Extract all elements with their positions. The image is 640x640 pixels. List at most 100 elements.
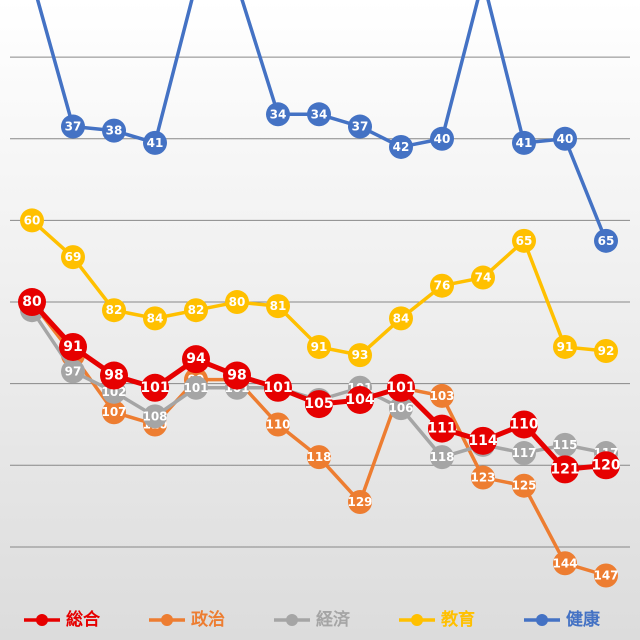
data-label: 40 (434, 132, 451, 146)
data-label: 97 (65, 364, 82, 378)
data-label: 111 (427, 421, 456, 437)
point (592, 451, 620, 480)
data-label: 41 (516, 136, 533, 150)
point (141, 373, 169, 402)
legend-dot (536, 614, 548, 626)
data-label: 81 (270, 299, 287, 313)
data-label: 104 (345, 392, 374, 408)
legend-dot (411, 614, 423, 626)
legend-label: 政治 (191, 609, 225, 630)
point (143, 130, 167, 155)
point (266, 412, 290, 437)
point (551, 455, 579, 484)
data-label: 98 (104, 368, 123, 384)
point (512, 228, 536, 253)
data-label: 65 (598, 234, 615, 248)
data-label: 147 (593, 569, 618, 583)
point (223, 361, 251, 390)
data-label: 107 (101, 405, 126, 419)
data-label: 41 (147, 136, 164, 150)
point (594, 228, 618, 253)
point (184, 375, 208, 400)
point (59, 332, 87, 361)
point (61, 245, 85, 270)
data-label: 103 (429, 389, 454, 403)
point (20, 208, 44, 233)
point (469, 426, 497, 455)
data-label: 101 (140, 380, 169, 396)
point (100, 361, 128, 390)
point (389, 134, 413, 159)
point (307, 334, 331, 359)
data-label: 125 (511, 479, 536, 493)
point (553, 551, 577, 576)
point (594, 563, 618, 588)
data-label: 91 (557, 340, 574, 354)
point (102, 298, 126, 323)
point (471, 265, 495, 290)
point (307, 445, 331, 470)
point (143, 404, 167, 429)
data-label: 98 (227, 368, 246, 384)
data-label: 84 (393, 311, 410, 325)
point (389, 396, 413, 421)
data-label: 92 (598, 344, 615, 358)
data-label: 94 (186, 351, 206, 367)
point (346, 386, 374, 414)
data-label: 101 (263, 380, 292, 396)
data-label: 80 (229, 295, 246, 309)
data-label: 76 (434, 279, 451, 293)
legend-label: 教育 (440, 609, 475, 630)
data-label: 110 (509, 416, 538, 432)
legend-label: 健康 (566, 609, 601, 630)
point (387, 373, 415, 402)
point (553, 334, 577, 359)
point (430, 273, 454, 298)
point (225, 290, 249, 315)
legend: 総合 政治 経済 教育 健康 (24, 609, 601, 630)
point (18, 288, 46, 317)
point (307, 102, 331, 127)
point (512, 473, 536, 498)
data-label: 110 (265, 417, 290, 431)
data-label: 82 (188, 303, 205, 317)
plot-area: 1373841223434374240141406560698284828081… (18, 0, 621, 588)
legend-label: 経済 (316, 609, 351, 630)
point (102, 118, 126, 143)
data-label: 69 (65, 250, 82, 264)
data-label: 93 (352, 348, 369, 362)
point (184, 298, 208, 323)
point (348, 114, 372, 139)
point (512, 441, 536, 466)
point (430, 126, 454, 151)
point (553, 126, 577, 151)
data-label: 106 (388, 401, 413, 415)
point (266, 102, 290, 127)
data-label: 118 (306, 450, 331, 464)
point (471, 465, 495, 490)
legend-dot (286, 614, 298, 626)
legend-dot (36, 614, 48, 626)
legend-label: 総合 (66, 609, 101, 630)
data-label: 117 (511, 446, 536, 460)
data-label: 144 (552, 556, 577, 570)
data-label: 84 (147, 311, 164, 325)
data-label: 60 (24, 213, 41, 227)
point (348, 490, 372, 515)
data-label: 37 (352, 120, 369, 134)
point (305, 390, 333, 419)
point (512, 130, 536, 155)
data-label: 40 (557, 132, 574, 146)
data-label: 80 (22, 294, 42, 310)
point (348, 343, 372, 368)
point (61, 114, 85, 139)
data-label: 115 (552, 438, 577, 452)
data-label: 38 (106, 124, 123, 138)
point (61, 359, 85, 384)
data-label: 120 (591, 457, 620, 473)
data-label: 118 (429, 450, 454, 464)
data-label: 91 (311, 340, 328, 354)
point (553, 432, 577, 457)
data-label: 37 (65, 120, 82, 134)
